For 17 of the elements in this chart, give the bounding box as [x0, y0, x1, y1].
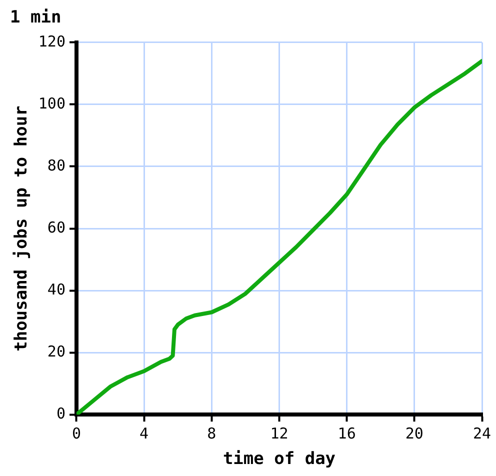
x-axis-title: time of day [222, 449, 336, 470]
x-tick-label: 24 [472, 424, 492, 442]
x-tick-label: 20 [405, 424, 424, 442]
x-tick-label: 0 [72, 424, 82, 442]
y-tick-label: 20 [47, 342, 66, 360]
y-tick-label: 0 [56, 404, 66, 422]
y-axis-title: thousand jobs up to hour [12, 106, 32, 352]
x-tick-label: 12 [270, 424, 288, 442]
y-tick-label: 60 [47, 218, 66, 236]
x-tick-label: 8 [207, 424, 216, 442]
y-tick-label: 100 [38, 94, 66, 112]
chart-title: 1 min [10, 8, 62, 28]
x-tick-label: 4 [140, 424, 149, 442]
x-tick-label: 16 [338, 424, 356, 442]
y-tick-label: 40 [47, 280, 66, 298]
y-tick-label: 80 [47, 156, 66, 174]
y-tick-label: 120 [38, 32, 66, 50]
